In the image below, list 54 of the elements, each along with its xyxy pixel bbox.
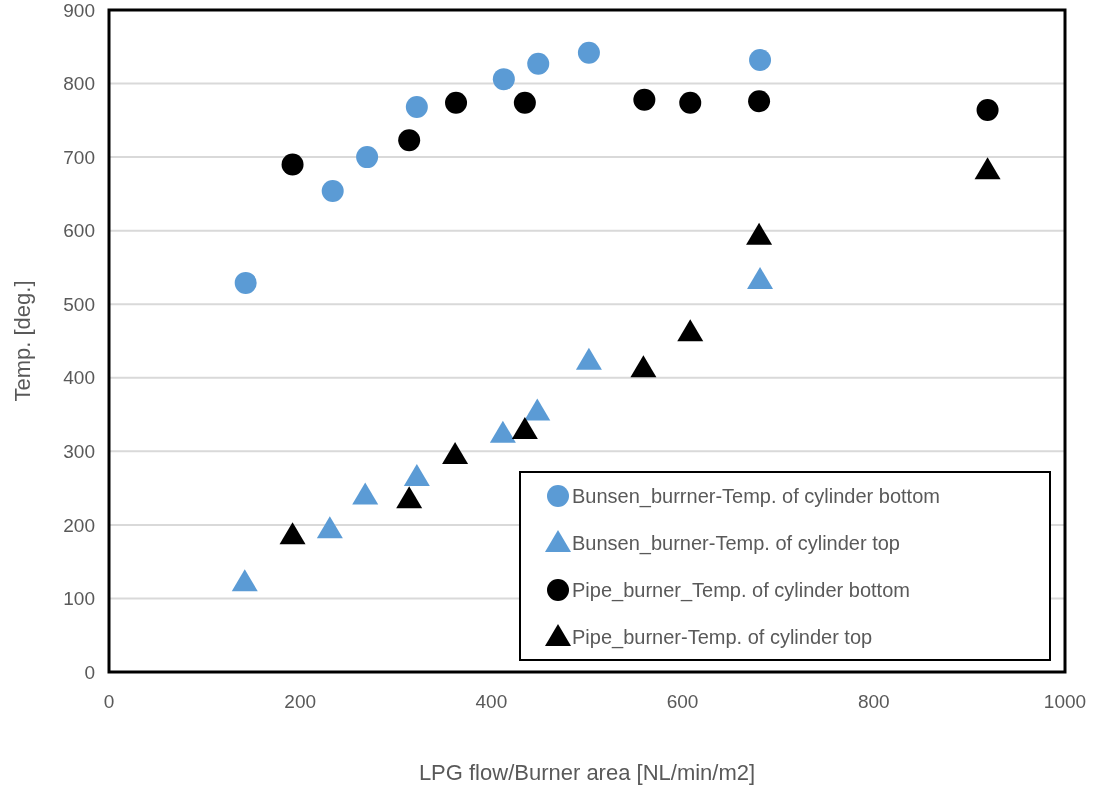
x-tick-label: 600	[666, 691, 699, 712]
point	[316, 516, 343, 539]
point	[633, 88, 656, 111]
point	[524, 398, 551, 421]
x-tick-label: 1000	[1043, 691, 1087, 712]
point	[527, 52, 550, 75]
point	[513, 91, 536, 114]
point	[403, 464, 430, 487]
point	[575, 347, 602, 370]
point	[352, 482, 379, 505]
point	[677, 319, 704, 342]
x-axis-title: LPG flow/Burner area [NL/min/m2]	[418, 760, 756, 785]
legend-label: Bunsen_burner-Temp. of cylinder top	[572, 532, 900, 555]
point	[489, 420, 516, 443]
point	[279, 522, 306, 545]
point	[445, 91, 468, 114]
point	[577, 41, 600, 64]
x-tick-label: 200	[284, 691, 317, 712]
point	[231, 569, 258, 592]
point	[976, 99, 999, 122]
x-tick-label: 0	[103, 691, 115, 712]
y-tick-label: 700	[63, 146, 95, 168]
y-axis-title: Temp. [deg.]	[10, 280, 35, 402]
point	[492, 68, 515, 91]
x-tick-label: 400	[475, 691, 508, 712]
point	[321, 179, 344, 202]
legend-label: Pipe_burner-Temp. of cylinder top	[572, 626, 873, 649]
point	[405, 96, 428, 119]
legend-label: Bunsen_burrner-Temp. of cylinder bottom	[572, 485, 940, 508]
point	[747, 266, 774, 289]
point	[281, 153, 304, 176]
point	[356, 146, 379, 169]
point	[974, 157, 1001, 180]
y-tick-label: 500	[63, 293, 95, 315]
y-tick-label: 200	[63, 514, 95, 536]
point	[679, 91, 702, 114]
point	[442, 442, 469, 465]
y-tick-label: 300	[63, 440, 95, 462]
point	[746, 222, 773, 245]
point	[511, 417, 538, 439]
y-tick-label: 100	[63, 588, 95, 610]
legend-label: Pipe_burner_Temp. of cylinder bottom	[572, 579, 910, 602]
point	[748, 90, 771, 113]
point	[630, 355, 657, 378]
y-tick-label: 900	[63, 0, 95, 21]
point	[396, 486, 423, 509]
point	[749, 49, 772, 72]
point	[398, 129, 421, 152]
y-tick-label: 0	[84, 661, 95, 683]
y-tick-label: 800	[63, 73, 95, 95]
y-tick-label: 400	[63, 367, 95, 389]
y-tick-label: 600	[63, 220, 95, 242]
point	[234, 271, 257, 294]
x-tick-label: 800	[857, 691, 890, 712]
